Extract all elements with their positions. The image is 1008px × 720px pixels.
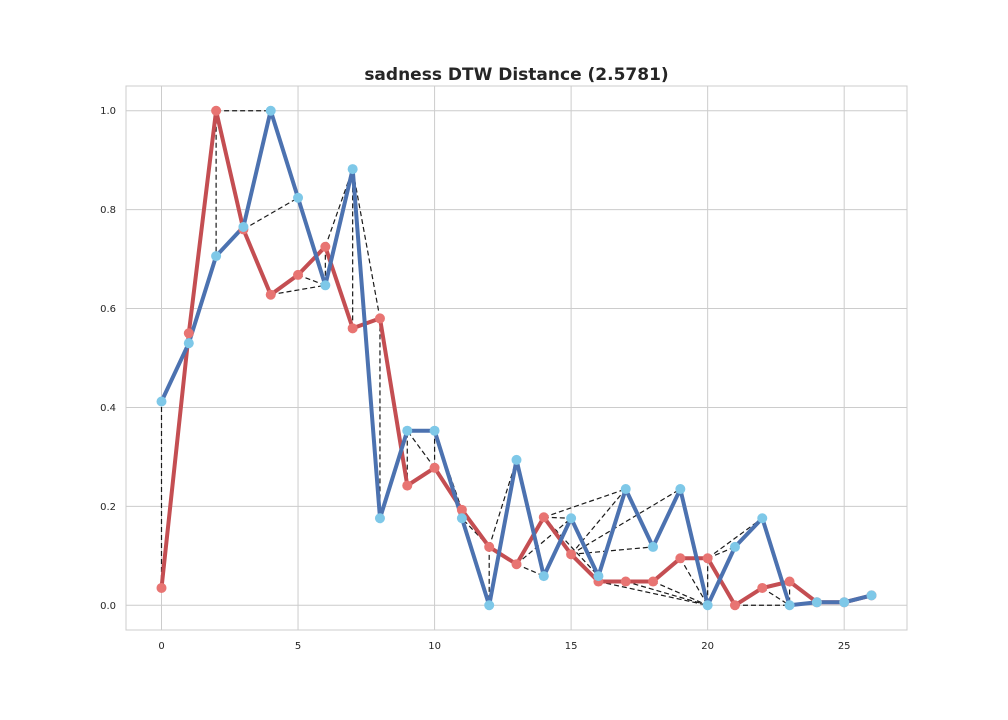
alignment-line [461, 517, 490, 548]
series-2-point [866, 590, 877, 601]
series-2-point [347, 164, 358, 175]
series-2-point [757, 513, 768, 524]
series-2-point [839, 597, 850, 608]
x-tick-label: 0 [158, 641, 164, 652]
x-tick-label: 15 [565, 641, 578, 652]
x-tick-label: 20 [701, 641, 714, 652]
series-2-point [538, 571, 549, 582]
y-tick-label: 1.0 [100, 106, 116, 117]
series-1-point [702, 553, 713, 564]
series-1-point [265, 289, 276, 300]
alignment-line [570, 488, 627, 555]
alignment-line [652, 580, 708, 606]
series-1-point [156, 582, 167, 593]
series-1-point [183, 328, 194, 339]
alignment-line [570, 488, 681, 555]
alignment-line [243, 197, 299, 230]
alignment-line [598, 580, 708, 606]
series-1-point [566, 549, 577, 560]
y-tick-label: 0.0 [100, 601, 116, 612]
series-2-point [402, 425, 413, 436]
series-1-point [293, 269, 304, 280]
x-axis-ticks: 0 5 10 15 20 25 [158, 641, 850, 652]
series-1-point [648, 576, 659, 587]
series-1-point [511, 559, 522, 570]
series-1-point [347, 323, 358, 334]
series-2-point [429, 425, 440, 436]
y-tick-label: 0.2 [100, 502, 116, 513]
series-2-point [211, 251, 222, 262]
alignment-line [516, 517, 572, 565]
series-1-point [211, 105, 222, 116]
series-2-point [566, 513, 577, 524]
y-tick-label: 0.4 [100, 403, 116, 414]
series-2-point [729, 541, 740, 552]
series-2-point [293, 192, 304, 203]
plot-frame [125, 85, 908, 631]
plot-background [126, 86, 907, 630]
series-2-point [374, 513, 385, 524]
series-1-point [757, 582, 768, 593]
x-tick-label: 10 [428, 641, 441, 652]
series-2-point [784, 600, 795, 611]
alignment-line [571, 546, 654, 555]
series-2-point [238, 221, 249, 232]
series-2-point [183, 338, 194, 349]
series-2-point [265, 105, 276, 116]
series-2-point [648, 541, 659, 552]
series-2-point [811, 597, 822, 608]
alignment-line [352, 168, 381, 319]
y-axis-ticks: 0.0 0.2 0.4 0.6 0.8 1.0 [100, 106, 116, 612]
series-2-point [702, 600, 713, 611]
series-2-point [156, 396, 167, 407]
x-tick-label: 25 [838, 641, 851, 652]
series-1-point [620, 576, 631, 587]
series-1-point [784, 576, 795, 587]
alignment-line [761, 587, 790, 606]
series-markers [156, 105, 877, 611]
y-tick-label: 0.6 [100, 304, 116, 315]
x-tick-label: 5 [295, 641, 301, 652]
series-2-point [675, 484, 686, 495]
series-1-point [484, 541, 495, 552]
series-1-point [429, 462, 440, 473]
y-tick-label: 0.8 [100, 205, 116, 216]
alignment-line [625, 580, 708, 606]
series-1-point [456, 504, 467, 515]
alignment-line [270, 284, 326, 296]
series-2-point [620, 484, 631, 495]
series-2-point [456, 513, 467, 524]
series-1-point [729, 600, 740, 611]
series-2-point [320, 280, 331, 291]
series-1-point [402, 480, 413, 491]
series-1-point [675, 553, 686, 564]
series-1-point [320, 241, 331, 252]
alignment-line [543, 488, 626, 518]
series-2-point [511, 454, 522, 465]
series-2-point [484, 600, 495, 611]
alignment-line [543, 516, 599, 577]
series-2-point [593, 571, 604, 582]
chart-title: sadness DTW Distance (2.5781) [364, 65, 668, 85]
series-1-point [538, 512, 549, 523]
series-1-point [374, 313, 385, 324]
alignment-line [679, 557, 709, 606]
